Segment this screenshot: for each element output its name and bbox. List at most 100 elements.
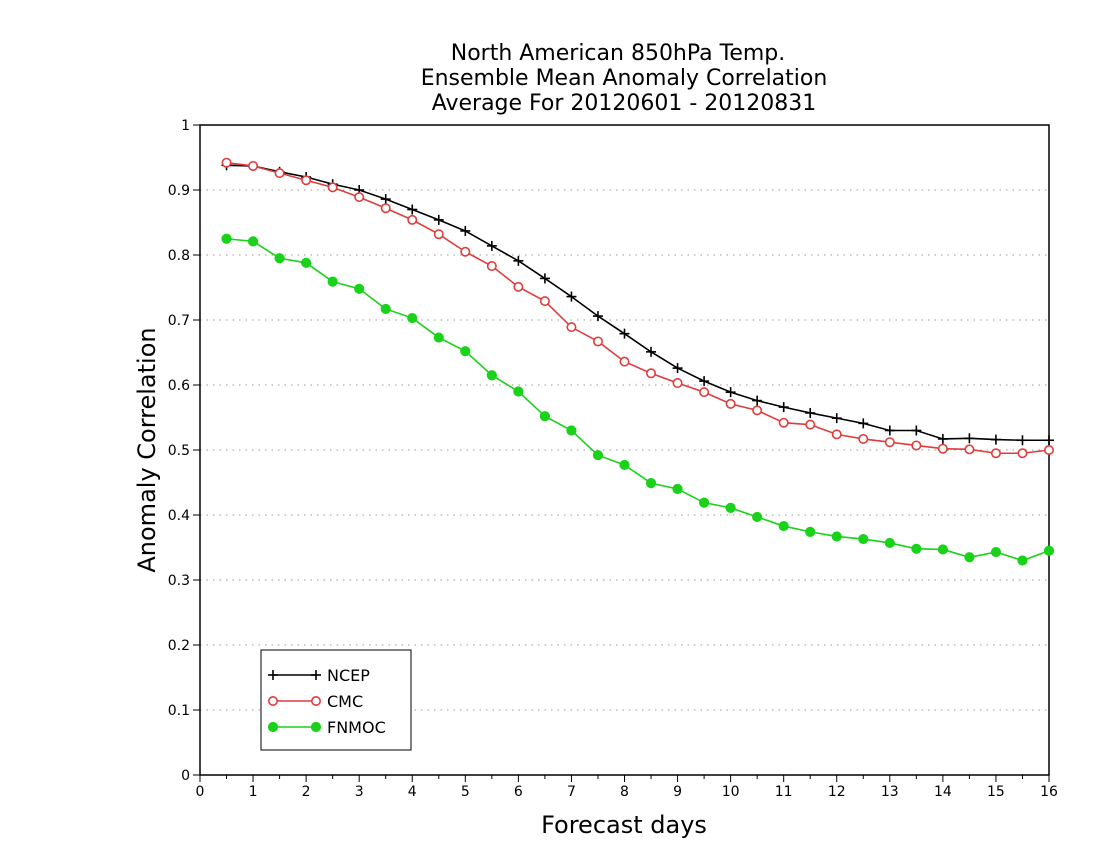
axis-ticks: 00.10.20.30.40.50.60.70.80.910 1 2 3 4 5 6 7 8 9 1… (168, 118, 1058, 800)
cmc-point (248, 160, 259, 171)
fnmoc-point (539, 411, 551, 422)
fnmoc-point (964, 552, 975, 563)
legend: NCEP CMC FNMOC (260, 649, 412, 751)
cmc-point (539, 296, 550, 307)
fnmoc-point (619, 459, 630, 471)
fnmoc-point (1017, 555, 1028, 566)
ncep-point (1017, 435, 1028, 446)
series-cmc (221, 157, 1055, 459)
x-tick-label: 4 (408, 784, 417, 800)
cmc-point (354, 192, 365, 203)
x-tick-label: 16 (1040, 784, 1058, 800)
legend-label: FNMOC (327, 718, 386, 737)
fnmoc-point (884, 537, 895, 549)
cmc-point (407, 214, 418, 225)
fnmoc-point (460, 346, 471, 357)
legend-box (260, 649, 412, 751)
ncep-point (407, 204, 418, 215)
ncep-point (539, 273, 550, 284)
ncep-point (725, 387, 736, 398)
ncep-line (226, 164, 1049, 442)
fnmoc-point (937, 544, 948, 555)
legend-item-fnmoc: FNMOC (267, 718, 386, 737)
series-ncep (221, 160, 1054, 446)
cmc-point (752, 405, 763, 416)
fnmoc-point (513, 386, 524, 397)
y-tick-label: 0.8 (168, 248, 190, 264)
cmc-point (1017, 448, 1028, 459)
fnmoc-point (247, 236, 259, 247)
cmc-point (911, 440, 922, 451)
fnmoc-point (645, 478, 657, 489)
cmc-point (592, 336, 603, 347)
fnmoc-point (858, 533, 869, 545)
ncep-point (672, 363, 683, 374)
x-axis-title: Forecast days (541, 811, 707, 839)
grid (200, 189, 1049, 711)
cmc-point (831, 429, 842, 440)
x-tick-label: 13 (881, 784, 899, 800)
ncep-point (911, 425, 922, 436)
fnmoc-point (407, 312, 418, 324)
ncep-point (486, 240, 497, 251)
ncep-point (831, 413, 842, 424)
x-tick-label: 0 (196, 784, 205, 800)
x-tick-label: 14 (934, 784, 952, 800)
x-tick-label: 3 (355, 784, 364, 800)
cmc-point (1044, 444, 1055, 455)
x-tick-label: 15 (987, 784, 1005, 800)
cmc-point (433, 229, 444, 240)
x-tick-label: 10 (722, 784, 740, 800)
y-tick-label: 0.1 (168, 703, 190, 719)
fnmoc-point (911, 543, 922, 554)
x-tick-label: 12 (828, 784, 846, 800)
cmc-point (858, 433, 869, 444)
cmc-point (805, 419, 816, 430)
fnmoc-point (566, 425, 577, 436)
legend-label: NCEP (327, 666, 370, 685)
cmc-point (327, 182, 338, 193)
ncep-point (646, 346, 657, 357)
x-tick-label: 2 (302, 784, 311, 800)
y-tick-label: 0.9 (168, 183, 190, 199)
fnmoc-point (301, 257, 312, 268)
ncep-point (513, 255, 524, 266)
fnmoc-point (778, 520, 789, 532)
fnmoc-point (752, 511, 763, 523)
ncep-point (964, 433, 975, 444)
fnmoc-point (725, 502, 736, 513)
cmc-point (699, 387, 710, 398)
legend-item-cmc: CMC (267, 692, 363, 711)
cmc-point (566, 322, 577, 333)
ncep-point (805, 407, 816, 418)
y-axis-title: Anomaly Correlation (133, 327, 161, 572)
cmc-point (884, 437, 895, 448)
y-tick-label: 0.2 (168, 638, 190, 654)
ncep-point (937, 433, 948, 444)
cmc-point (619, 356, 630, 367)
cmc-point (964, 444, 975, 455)
x-tick-label: 5 (461, 784, 470, 800)
cmc-point (221, 157, 232, 168)
ncep-point (752, 395, 763, 406)
fnmoc-point (486, 370, 497, 381)
chart-title-line-1: North American 850hPa Temp. (451, 41, 786, 66)
y-tick-label: 0.3 (168, 573, 190, 589)
cmc-point (778, 417, 789, 428)
legend-marker (267, 695, 278, 706)
ncep-point (592, 311, 603, 322)
fnmoc-line (226, 237, 1050, 562)
cmc-point (937, 443, 948, 454)
chart-title-line-3: Average For 20120601 - 20120831 (432, 91, 817, 116)
fnmoc-point (274, 253, 285, 264)
legend-marker (310, 721, 322, 733)
ncep-point (1044, 435, 1054, 446)
y-tick-label: 0 (181, 768, 190, 784)
ncep-point (380, 194, 391, 205)
fnmoc-point (672, 483, 683, 495)
legend-label: CMC (327, 692, 363, 711)
legend-item-ncep: NCEP (268, 666, 370, 685)
fnmoc-point (1043, 545, 1055, 556)
fnmoc-point (592, 450, 604, 461)
